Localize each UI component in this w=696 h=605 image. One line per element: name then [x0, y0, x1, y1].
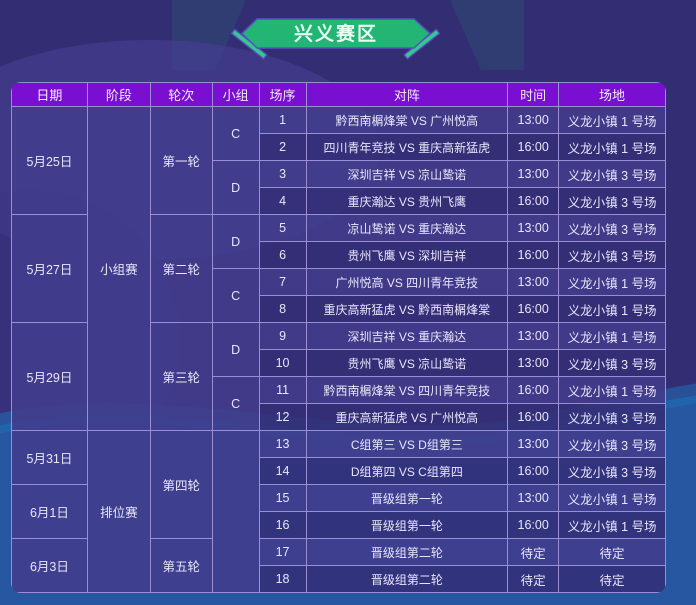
svg-text:兴义赛区: 兴义赛区: [294, 22, 378, 45]
